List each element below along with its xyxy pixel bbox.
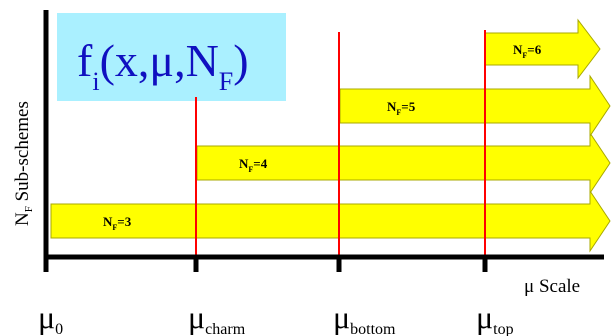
arrow-nf4-shape — [196, 131, 611, 195]
arrow-nf4: NF=4 — [196, 131, 611, 195]
threshold-label-mu0: μ0 — [38, 299, 63, 336]
arrow-nf6-shape — [484, 18, 601, 80]
threshold-label-top: μtop — [476, 299, 514, 336]
formula-nf-sub: F — [219, 67, 233, 96]
arrow-nf5-shape — [339, 74, 611, 138]
formula-f: f — [77, 35, 93, 86]
formula-close: ) — [233, 35, 248, 86]
formula-f-sub: i — [92, 67, 99, 96]
arrow-nf3-label: NF=3 — [103, 214, 132, 232]
formula-box — [57, 13, 286, 101]
y-axis-label: NF Sub-schemes — [12, 101, 35, 226]
formula-args-open: (x, — [100, 35, 150, 86]
x-axis-label: μ Scale — [524, 276, 580, 297]
arrow-nf4-label: NF=4 — [239, 156, 268, 174]
arrow-nf6: NF=6 — [484, 18, 601, 80]
arrow-nf5-label: NF=5 — [387, 99, 416, 117]
threshold-label-bottom: μbottom — [333, 299, 396, 336]
formula-comma: ,N — [174, 35, 219, 86]
formula-mu: μ — [149, 35, 174, 86]
arrow-nf3: NF=3 — [50, 189, 611, 253]
threshold-label-charm: μcharm — [188, 299, 246, 336]
arrow-nf6-label: NF=6 — [513, 42, 542, 60]
arrow-nf3-shape — [50, 189, 611, 253]
formula: fi(x,μ,NF) — [77, 35, 249, 96]
arrow-nf5: NF=5 — [339, 74, 611, 138]
